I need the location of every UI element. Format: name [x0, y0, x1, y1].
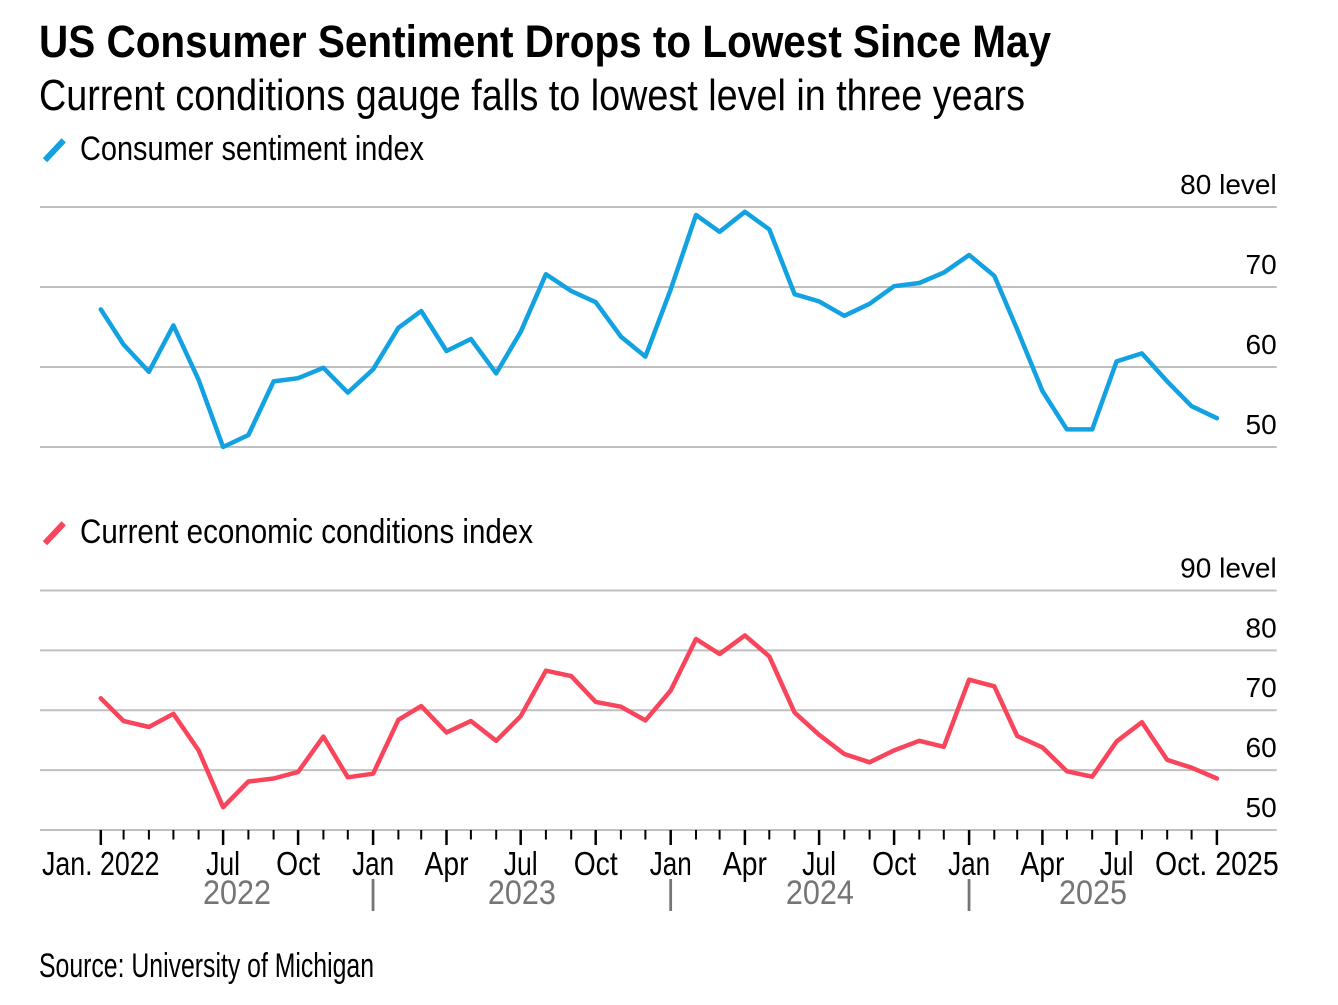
- svg-text:Jan: Jan: [948, 845, 990, 882]
- svg-text:Current conditions gauge falls: Current conditions gauge falls to lowest…: [39, 71, 1025, 120]
- svg-text:70: 70: [1246, 249, 1277, 280]
- svg-text:Jul: Jul: [206, 845, 240, 882]
- svg-text:80: 80: [1246, 612, 1277, 643]
- svg-text:70: 70: [1246, 672, 1277, 703]
- svg-text:90 level: 90 level: [1180, 553, 1277, 584]
- svg-text:50: 50: [1246, 792, 1277, 823]
- svg-text:2023: 2023: [488, 874, 556, 912]
- svg-text:Jan: Jan: [650, 845, 692, 882]
- svg-text:2025: 2025: [1059, 874, 1127, 912]
- svg-text:Source: University of Michigan: Source: University of Michigan: [39, 947, 374, 985]
- svg-text:Jan. 2022: Jan. 2022: [42, 845, 160, 882]
- svg-text:50: 50: [1246, 409, 1277, 440]
- svg-text:Consumer sentiment index: Consumer sentiment index: [80, 130, 424, 168]
- svg-text:Jul: Jul: [802, 845, 836, 882]
- svg-text:Oct. 2025: Oct. 2025: [1155, 845, 1279, 882]
- svg-text:|: |: [369, 874, 378, 912]
- svg-text:Apr: Apr: [1020, 845, 1064, 882]
- svg-text:Oct: Oct: [276, 845, 320, 882]
- svg-text:2024: 2024: [786, 874, 854, 912]
- svg-text:60: 60: [1246, 732, 1277, 763]
- svg-text:Apr: Apr: [723, 845, 767, 882]
- svg-text:Jul: Jul: [1100, 845, 1134, 882]
- svg-text:80 level: 80 level: [1180, 169, 1277, 200]
- svg-text:US Consumer Sentiment Drops to: US Consumer Sentiment Drops to Lowest Si…: [39, 16, 1051, 67]
- svg-text:|: |: [965, 874, 974, 912]
- svg-text:Oct: Oct: [872, 845, 916, 882]
- svg-text:Jul: Jul: [504, 845, 538, 882]
- svg-text:60: 60: [1246, 329, 1277, 360]
- svg-text:|: |: [666, 874, 675, 912]
- svg-text:2022: 2022: [203, 874, 271, 912]
- svg-text:Apr: Apr: [425, 845, 469, 882]
- svg-text:Jan: Jan: [352, 845, 394, 882]
- svg-text:Oct: Oct: [574, 845, 618, 882]
- svg-text:Current economic conditions in: Current economic conditions index: [80, 513, 533, 551]
